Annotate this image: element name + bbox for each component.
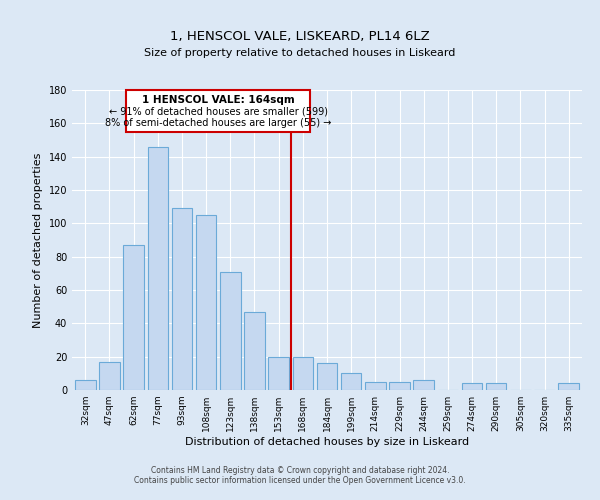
Bar (268, 356, 289, 390)
Bar (365, 382, 386, 390)
X-axis label: Distribution of detached houses by size in Liskeard: Distribution of detached houses by size … (185, 437, 469, 447)
Bar (220, 272, 241, 390)
Bar (99, 362, 120, 390)
Bar (317, 364, 337, 390)
Bar (389, 382, 410, 390)
Bar (196, 215, 217, 390)
FancyBboxPatch shape (127, 90, 310, 132)
Y-axis label: Number of detached properties: Number of detached properties (33, 152, 43, 328)
Text: Size of property relative to detached houses in Liskeard: Size of property relative to detached ho… (145, 48, 455, 58)
Bar (486, 384, 506, 390)
Text: 1, HENSCOL VALE, LISKEARD, PL14 6LZ: 1, HENSCOL VALE, LISKEARD, PL14 6LZ (170, 30, 430, 43)
Bar (124, 245, 144, 390)
Bar (559, 384, 579, 390)
Bar (244, 312, 265, 390)
Text: Contains HM Land Registry data © Crown copyright and database right 2024.
Contai: Contains HM Land Registry data © Crown c… (134, 466, 466, 485)
Bar (413, 380, 434, 390)
Bar (341, 374, 361, 390)
Text: 8% of semi-detached houses are larger (55) →: 8% of semi-detached houses are larger (5… (105, 118, 331, 128)
Text: 1 HENSCOL VALE: 164sqm: 1 HENSCOL VALE: 164sqm (142, 95, 295, 105)
Bar (462, 384, 482, 390)
Bar (148, 146, 168, 390)
Text: ← 91% of detached houses are smaller (599): ← 91% of detached houses are smaller (59… (109, 106, 328, 117)
Bar (293, 356, 313, 390)
Bar (172, 208, 192, 390)
Bar (75, 380, 95, 390)
